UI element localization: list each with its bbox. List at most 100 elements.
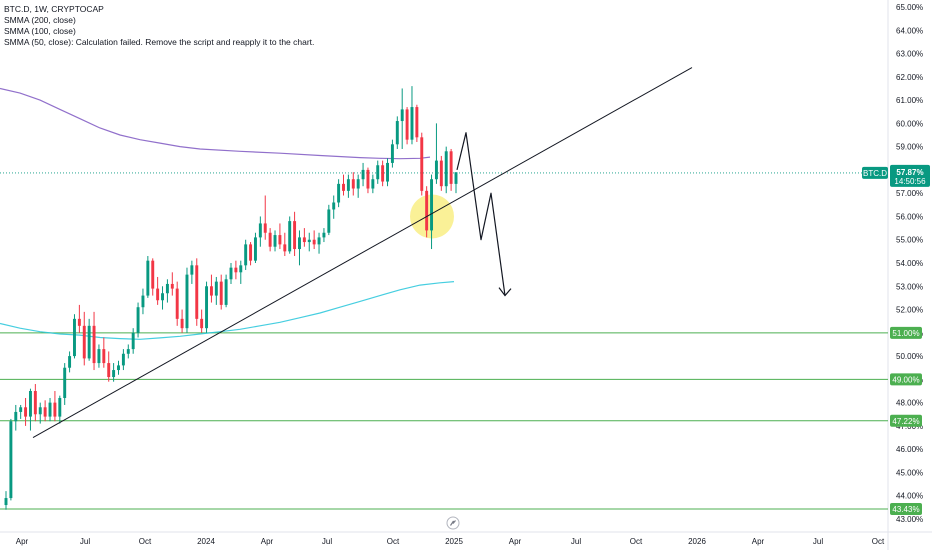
candle <box>146 256 150 298</box>
arrowhead-icon <box>498 287 512 297</box>
candle-body <box>117 365 120 371</box>
x-tick-label: Oct <box>872 537 885 546</box>
candle <box>224 274 228 308</box>
candle-body <box>112 370 116 378</box>
candle <box>200 309 204 333</box>
candle <box>386 158 389 187</box>
level-tag-label: 47.22% <box>892 417 919 426</box>
candle-body <box>390 144 394 163</box>
x-tick-label: 2025 <box>445 537 463 546</box>
price-axis[interactable]: 65.00% 64.00% 63.00% 62.00% 61.00% 60.00% 59.0… <box>896 3 923 524</box>
candle <box>185 267 189 333</box>
y-tick-label: 65.00% <box>896 3 923 12</box>
candle <box>68 351 72 373</box>
candle <box>346 174 350 198</box>
candle-body <box>258 223 262 238</box>
candle <box>43 400 47 422</box>
y-tick-label: 43.00% <box>896 515 923 524</box>
candle <box>263 195 267 240</box>
candle-body <box>190 265 194 275</box>
candle <box>180 309 184 333</box>
candle-body <box>244 244 248 266</box>
candle-body <box>161 293 164 301</box>
candle-body <box>454 172 458 184</box>
candle-body <box>317 237 321 245</box>
candle <box>9 418 13 501</box>
candle-body <box>439 160 443 187</box>
legend-smma-100[interactable]: SMMA (100, close) <box>4 26 76 36</box>
level-tag-bg <box>890 502 922 515</box>
legend-smma-200[interactable]: SMMA (200, close) <box>4 15 76 25</box>
candle <box>234 260 238 280</box>
x-tick-label: 2024 <box>197 537 215 546</box>
candle <box>253 232 257 263</box>
level-tag-label: 49.00% <box>892 375 919 384</box>
candle <box>288 216 292 254</box>
candle <box>415 104 419 142</box>
candle <box>205 281 209 333</box>
candle-body <box>332 202 336 210</box>
horizontal-levels[interactable] <box>0 172 888 510</box>
y-tick-label: 53.00% <box>896 282 923 291</box>
candle-body <box>278 235 282 245</box>
candle-body <box>342 183 345 191</box>
candle-body <box>28 391 32 417</box>
candle-body <box>444 151 448 187</box>
candle-body <box>102 349 106 364</box>
candle-body <box>229 267 233 280</box>
candle <box>302 228 306 247</box>
candle <box>24 397 28 426</box>
candle-body <box>327 209 331 233</box>
candle <box>28 388 32 431</box>
candle <box>337 179 341 208</box>
candle <box>107 351 111 382</box>
chart-legend[interactable]: BTC.D, 1W, CRYPTOCAP SMMA (200, close) S… <box>4 4 314 48</box>
candle-body <box>73 318 76 357</box>
y-tick-label: 57.00% <box>896 189 923 198</box>
candle-body <box>410 107 414 140</box>
candle-body <box>77 318 81 326</box>
candle-body <box>185 274 189 329</box>
y-tick-label: 61.00% <box>896 96 923 105</box>
candle-body <box>14 411 18 422</box>
candle-body <box>449 151 453 184</box>
candle-body <box>395 121 399 145</box>
candle-body <box>386 162 389 182</box>
drawing-tools[interactable] <box>32 67 693 438</box>
candle <box>249 242 253 266</box>
candle-body <box>322 232 326 238</box>
y-tick-label: 55.00% <box>896 236 923 245</box>
candle-body <box>346 179 350 191</box>
y-tick-label: 52.00% <box>896 306 923 315</box>
candle <box>151 258 155 296</box>
candle <box>454 172 458 194</box>
x-tick-label: Jul <box>80 537 90 546</box>
time-axis[interactable]: Apr Jul Oct 2024 Apr Jul Oct 2025 Apr Jul Oct 2026 A… <box>16 537 885 546</box>
candle-body <box>381 165 385 182</box>
level-tag: 43.43% <box>890 502 922 515</box>
legend-smma-50[interactable]: SMMA (50, close): Calculation failed. Re… <box>4 37 315 47</box>
candle <box>268 228 272 252</box>
candle-body <box>68 356 72 368</box>
candle-body <box>107 363 111 378</box>
price-axis-tags: 51.00%49.00%47.22%43.43%BTC.D 57.87%14:50… <box>862 164 930 515</box>
candle-body <box>92 325 96 364</box>
candle <box>156 276 160 305</box>
candle-body <box>87 325 91 359</box>
candle-body <box>263 223 267 233</box>
candle-body <box>175 288 179 319</box>
candle-body <box>249 244 253 261</box>
level-tag-label: 51.00% <box>892 329 919 338</box>
candle <box>356 174 360 198</box>
candlestick-series <box>4 86 458 510</box>
candle <box>190 260 194 284</box>
candle <box>327 204 331 236</box>
y-tick-label: 54.00% <box>896 259 923 268</box>
candle <box>420 132 424 196</box>
candle <box>131 328 135 354</box>
candle <box>38 402 42 424</box>
tradingview-logo-icon[interactable] <box>446 516 460 530</box>
y-tick-label: 59.00% <box>896 143 923 152</box>
